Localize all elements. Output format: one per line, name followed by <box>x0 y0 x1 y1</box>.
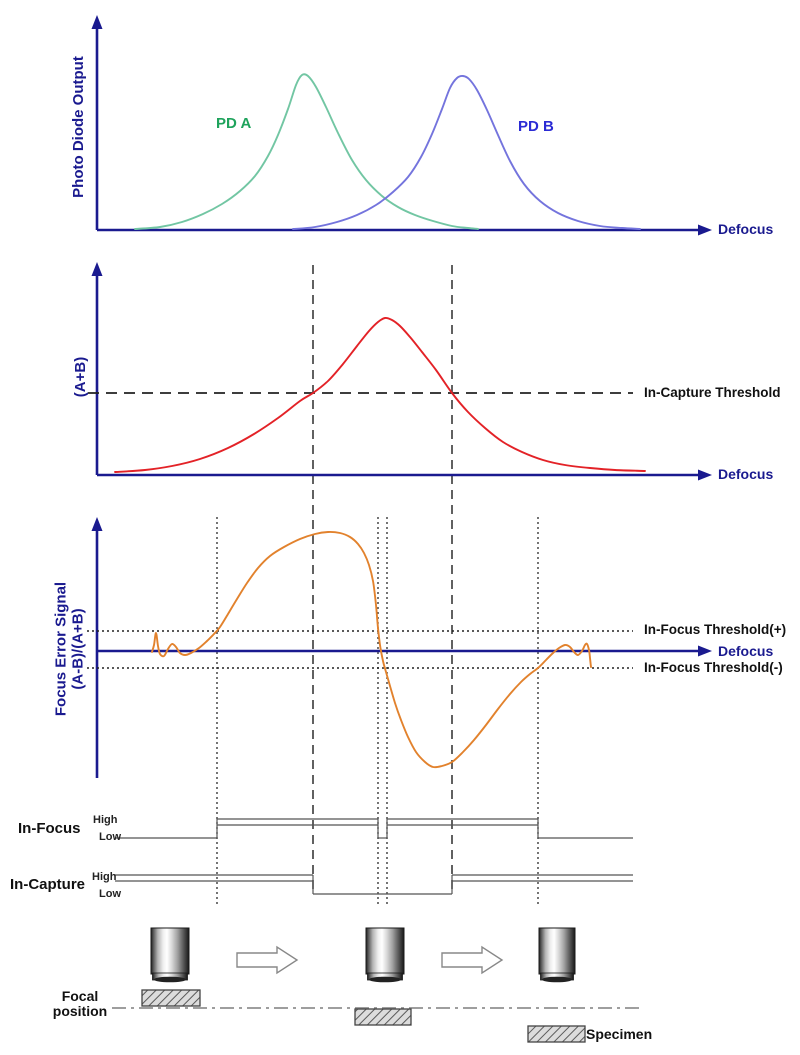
specimen-legend-label: Specimen <box>586 1026 653 1042</box>
curve-pd-b <box>292 74 641 230</box>
in-focus-row-label: In-Focus <box>18 820 81 837</box>
transition-arrow-1 <box>441 945 504 975</box>
sum-axis-label: (A+B) <box>71 356 89 398</box>
in-capture-threshold-label: In-Capture Threshold <box>644 385 781 400</box>
in-focus-high-label: High <box>93 814 118 826</box>
photo-diode-output-x-arrow <box>698 224 712 236</box>
pd-a-series-label: PD A <box>216 115 252 132</box>
focus-error-signal-y-arrow <box>91 517 103 531</box>
specimen-block-2 <box>527 1025 586 1043</box>
focus-error-signal-x-arrow <box>698 645 712 657</box>
focus-error-signal-axis-label-line1: Focus Error Signal <box>52 581 70 717</box>
transition-arrow-0 <box>236 945 299 975</box>
focal-position-label-line2: position <box>52 1003 108 1019</box>
focal-position-label-line1: Focal <box>61 988 99 1004</box>
specimen-block-0 <box>141 989 201 1007</box>
focus-error-signal-axis-label-line2: (A-B)/(A+B) <box>69 608 86 690</box>
photo-diode-output-axis-label: Photo Diode Output <box>69 56 87 198</box>
objective-lens-0 <box>150 927 190 983</box>
focus-error-signal-axis-label: Focus Error Signal (A-B)/(A+B) <box>52 581 87 717</box>
in-focus-threshold-plus-label: In-Focus Threshold(+) <box>644 622 787 637</box>
defocus-axis-label-1: Defocus <box>718 221 774 237</box>
objective-lens-2 <box>538 927 576 983</box>
in-focus-low-label: Low <box>99 831 121 843</box>
in-focus-threshold-minus-label: In-Focus Threshold(-) <box>644 660 783 675</box>
in-capture-high-label: High <box>92 871 117 883</box>
focal-position-label: Focal position <box>49 989 111 1019</box>
specimen-block-1 <box>354 1008 412 1026</box>
photo-diode-output-y-arrow <box>91 15 103 29</box>
curve--a-b- <box>114 316 646 473</box>
sum-a-plus-b-x-arrow <box>698 469 712 481</box>
objective-lens-1 <box>365 927 405 983</box>
curve-pd-a <box>134 73 479 230</box>
defocus-axis-label-2: Defocus <box>718 466 774 482</box>
sum-a-plus-b-y-arrow <box>91 262 103 276</box>
curve-focus-error-signal <box>151 531 592 769</box>
defocus-axis-label-3: Defocus <box>718 643 774 659</box>
in-capture-row-label: In-Capture <box>10 876 85 893</box>
pd-b-series-label: PD B <box>518 118 554 135</box>
in-capture-low-label: Low <box>99 888 121 900</box>
